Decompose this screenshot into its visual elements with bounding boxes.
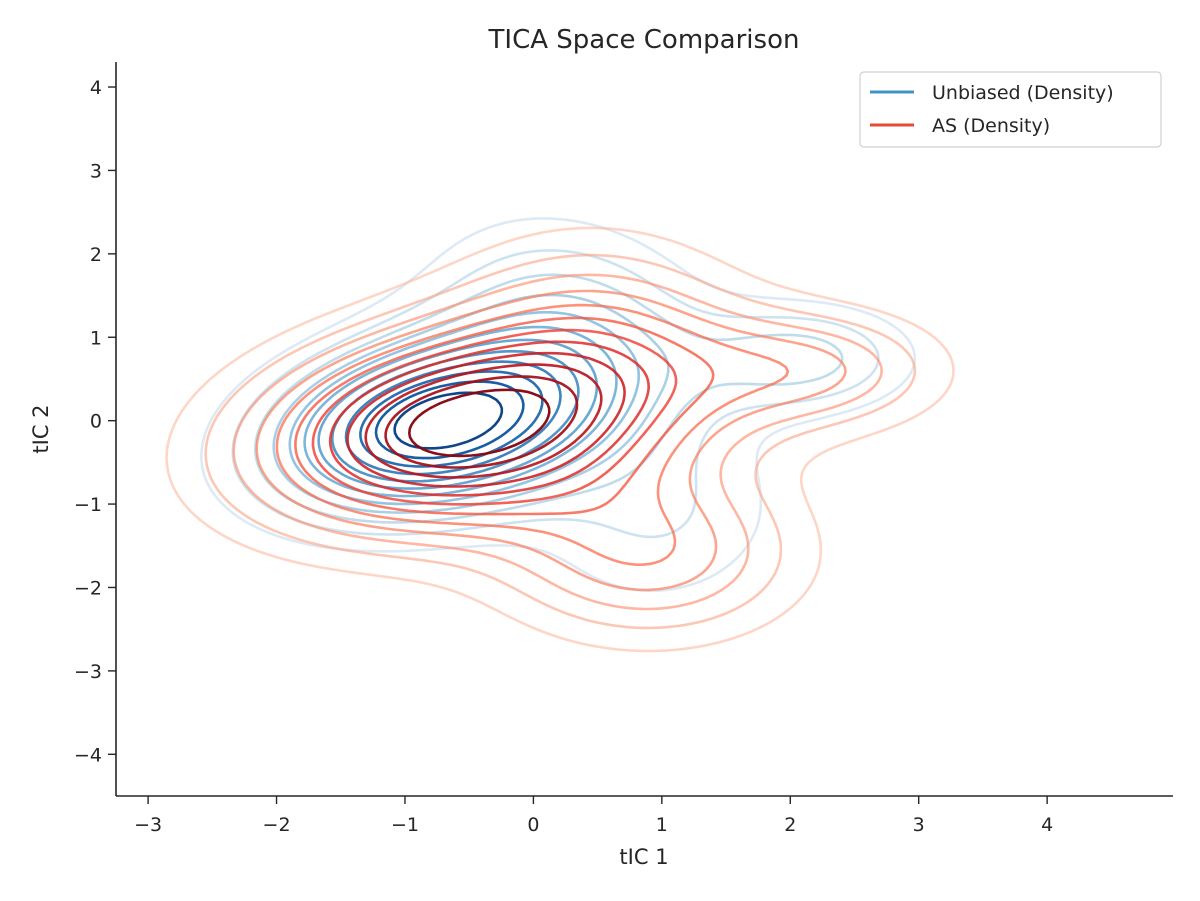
y-tick-label: 3 [90,160,102,182]
as-contour-level-7 [311,328,678,506]
x-tick-label: 4 [1041,814,1053,836]
y-ticks: −4 −3 −2 −1 0 1 2 3 4 [74,77,116,766]
as-contour-level-5 [275,303,790,566]
as-contour-level-2 [204,253,917,630]
as-contour-level-6 [294,316,715,516]
legend: Unbiased (Density) AS (Density) [859,71,1162,148]
y-tick-label: −3 [74,661,102,683]
x-tick-label: 0 [527,814,539,836]
as-contour-level-3 [232,273,883,611]
y-tick-label: −1 [74,494,102,516]
legend-frame [859,71,1162,148]
y-tick-label: −2 [74,577,102,599]
x-tick-label: 2 [784,814,796,836]
legend-label-as: AS (Density) [932,115,1050,137]
x-tick-label: −2 [263,814,291,836]
unbiased-contour-level-2 [231,249,880,539]
y-axis-label: tIC 2 [29,404,53,453]
y-tick-label: 4 [90,77,102,99]
x-tick-label: −1 [391,814,419,836]
as-contour-level-1 [165,226,955,653]
as-density-contours [165,226,955,653]
x-axis-label: tIC 1 [619,845,668,869]
as-contour-level-8 [328,340,650,497]
y-tick-label: 0 [90,411,102,433]
legend-label-unbiased: Unbiased (Density) [932,82,1114,104]
x-ticks: −3 −2 −1 0 1 2 3 4 [134,796,1053,836]
y-tick-label: −4 [74,744,102,766]
x-tick-label: −3 [134,814,162,836]
as-contour-level-12 [408,388,551,458]
chart-title: TICA Space Comparison [488,25,800,55]
y-tick-label: 2 [90,244,102,266]
unbiased-contour-level-12 [393,391,504,450]
x-tick-label: 3 [913,814,925,836]
as-contour-level-11 [384,375,579,469]
axes [115,62,1173,797]
unbiased-contour-level-11 [374,380,525,460]
y-tick-label: 1 [90,327,102,349]
as-contour-level-9 [346,351,626,488]
contour-layer [165,217,955,653]
as-contour-level-4 [255,289,847,592]
x-tick-label: 1 [656,814,668,836]
as-contour-level-10 [364,363,603,479]
